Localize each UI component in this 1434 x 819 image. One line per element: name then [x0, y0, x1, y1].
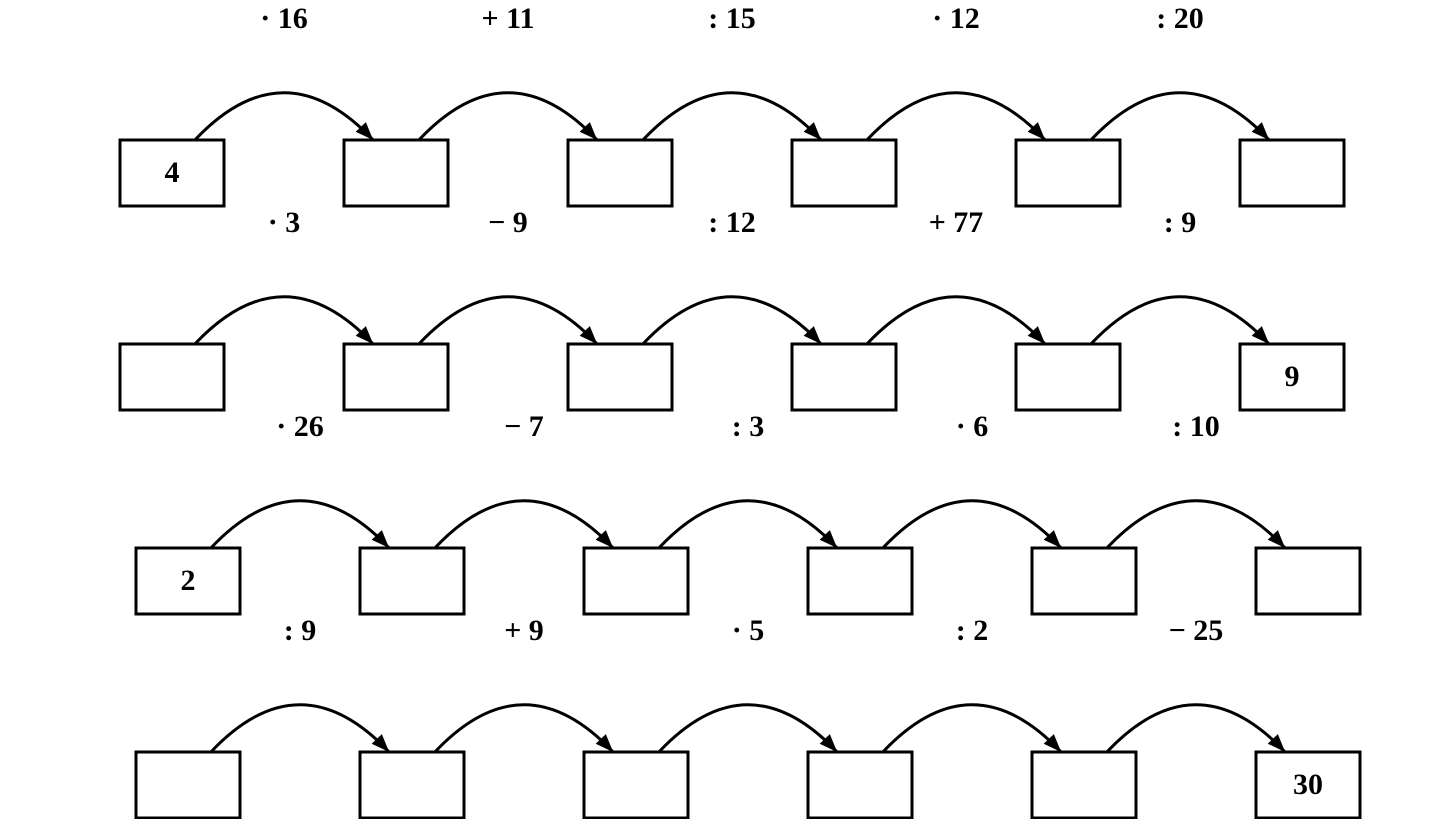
value-box — [584, 752, 688, 818]
value-box — [344, 344, 448, 410]
value-box — [808, 752, 912, 818]
chain-arc — [643, 297, 821, 344]
chain-arc — [643, 93, 821, 140]
operation-label: · 26 — [276, 410, 324, 443]
value-box — [584, 548, 688, 614]
value-box — [360, 752, 464, 818]
value-text: 4 — [165, 156, 180, 189]
operation-label: : 9 — [1164, 206, 1197, 239]
operation-label: − 9 — [488, 206, 528, 239]
value-box — [792, 344, 896, 410]
operation-label: + 9 — [504, 614, 544, 647]
value-box — [568, 140, 672, 206]
value-box — [1016, 140, 1120, 206]
chain-arc — [419, 93, 597, 140]
value-text: 30 — [1293, 768, 1323, 801]
operation-label: + 11 — [482, 2, 535, 35]
value-text: 9 — [1285, 360, 1300, 393]
value-box — [1032, 752, 1136, 818]
chain-arc — [419, 297, 597, 344]
chain-arc — [883, 501, 1061, 548]
chain-arc — [867, 93, 1045, 140]
operation-label: − 7 — [504, 410, 544, 443]
value-box — [792, 140, 896, 206]
value-box — [568, 344, 672, 410]
chain-arc — [195, 297, 373, 344]
operation-label: : 9 — [284, 614, 317, 647]
operation-label: + 77 — [929, 206, 984, 239]
chain-arc — [1107, 705, 1285, 752]
operation-label: · 3 — [268, 206, 301, 239]
chain-arc — [435, 705, 613, 752]
value-box — [360, 548, 464, 614]
chain-arc — [883, 705, 1061, 752]
chain-arc — [867, 297, 1045, 344]
value-box — [808, 548, 912, 614]
value-box — [120, 344, 224, 410]
chain-arc — [195, 93, 373, 140]
chain-arc — [211, 501, 389, 548]
chain-arc — [211, 705, 389, 752]
operation-label: : 15 — [708, 2, 756, 35]
operation-label: − 25 — [1169, 614, 1224, 647]
operation-label: · 6 — [956, 410, 989, 443]
operation-label: : 12 — [708, 206, 756, 239]
chain-arc — [1107, 501, 1285, 548]
operation-label: : 20 — [1156, 2, 1204, 35]
chain-arc — [659, 501, 837, 548]
operation-label: : 10 — [1172, 410, 1220, 443]
value-box — [1256, 548, 1360, 614]
operation-label: · 5 — [732, 614, 765, 647]
operation-label: : 3 — [732, 410, 765, 443]
value-box — [1032, 548, 1136, 614]
value-box — [136, 752, 240, 818]
value-box — [1016, 344, 1120, 410]
value-box — [344, 140, 448, 206]
chain-arc — [1091, 93, 1269, 140]
operation-label: : 2 — [956, 614, 989, 647]
value-text: 2 — [181, 564, 196, 597]
chain-arc — [1091, 297, 1269, 344]
chain-arc — [435, 501, 613, 548]
value-box — [1240, 140, 1344, 206]
operation-label: · 16 — [260, 2, 308, 35]
operation-label: · 12 — [932, 2, 980, 35]
chain-arc — [659, 705, 837, 752]
